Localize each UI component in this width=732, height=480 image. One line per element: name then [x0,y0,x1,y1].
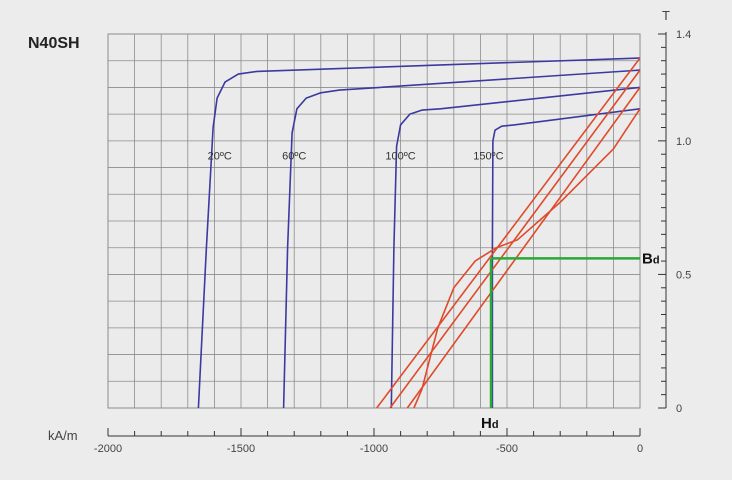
demagnetization-curve [390,86,641,409]
y-tick-label: 0.5 [676,269,691,281]
induction-curve [413,108,641,409]
bd-label-subscript: d [653,254,660,266]
annotation-layer: Bd Hd [481,250,660,432]
bd-label: Bd [642,250,660,267]
series-layer: 20ºC 60ºC 100ºC 150ºC [197,57,641,409]
demagnetization-curve [197,57,641,409]
axes-layer: N40SH T kA/m 0 0.5 1.0 1.4 -2000 -1500 -1000 -5… [28,8,691,455]
series-temperature-label: 20ºC [208,151,232,163]
induction-curve [406,86,641,409]
y-tick-label: 1.0 [676,136,691,148]
induction-curve [376,57,641,409]
hd-label-subscript: d [492,419,499,431]
x-tick-label: 0 [637,443,643,455]
grid-layer [107,33,641,409]
y-tick-label: 0 [676,403,682,415]
demagnetization-curve [282,69,641,409]
series-temperature-label: 100ºC [385,151,415,163]
y-tick-label: 1.4 [676,29,691,41]
hd-label: Hd [481,415,499,432]
chart-title: N40SH [28,35,80,52]
x-tick-label: -1000 [360,443,388,455]
demagnetization-curve [491,108,641,408]
x-axis-unit-label: kA/m [48,428,78,443]
y-axis-unit-label: T [662,8,670,23]
x-tick-label: -500 [496,443,518,455]
series-temperature-label: 60ºC [282,151,306,163]
x-tick-label: -2000 [94,443,122,455]
x-tick-label: -1500 [227,443,255,455]
series-temperature-label: 150ºC [473,151,503,163]
